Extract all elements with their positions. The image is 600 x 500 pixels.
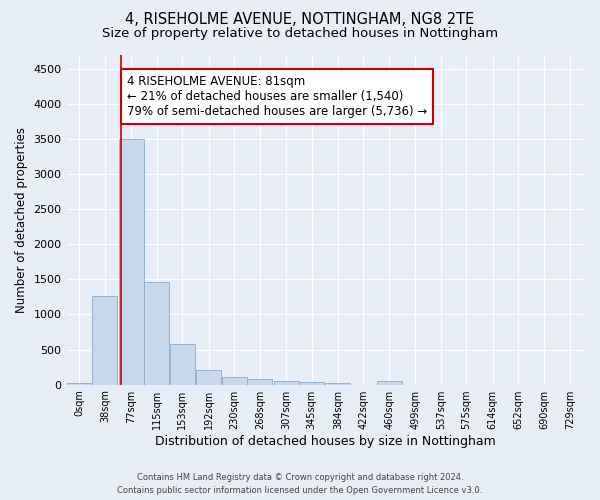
Text: 4 RISEHOLME AVENUE: 81sqm
← 21% of detached houses are smaller (1,540)
79% of se: 4 RISEHOLME AVENUE: 81sqm ← 21% of detac… <box>127 74 427 118</box>
Bar <box>299 382 324 384</box>
Y-axis label: Number of detached properties: Number of detached properties <box>15 127 28 313</box>
Bar <box>274 381 299 384</box>
Bar <box>170 344 195 385</box>
Bar <box>377 382 401 384</box>
Bar <box>67 383 92 384</box>
Bar <box>325 383 350 384</box>
Bar <box>196 370 221 384</box>
Bar <box>119 139 143 384</box>
Bar <box>145 282 169 384</box>
Bar <box>92 296 118 384</box>
Text: Contains HM Land Registry data © Crown copyright and database right 2024.
Contai: Contains HM Land Registry data © Crown c… <box>118 474 482 495</box>
Bar <box>247 379 272 384</box>
Bar <box>222 376 247 384</box>
Text: 4, RISEHOLME AVENUE, NOTTINGHAM, NG8 2TE: 4, RISEHOLME AVENUE, NOTTINGHAM, NG8 2TE <box>125 12 475 28</box>
X-axis label: Distribution of detached houses by size in Nottingham: Distribution of detached houses by size … <box>155 434 496 448</box>
Text: Size of property relative to detached houses in Nottingham: Size of property relative to detached ho… <box>102 28 498 40</box>
